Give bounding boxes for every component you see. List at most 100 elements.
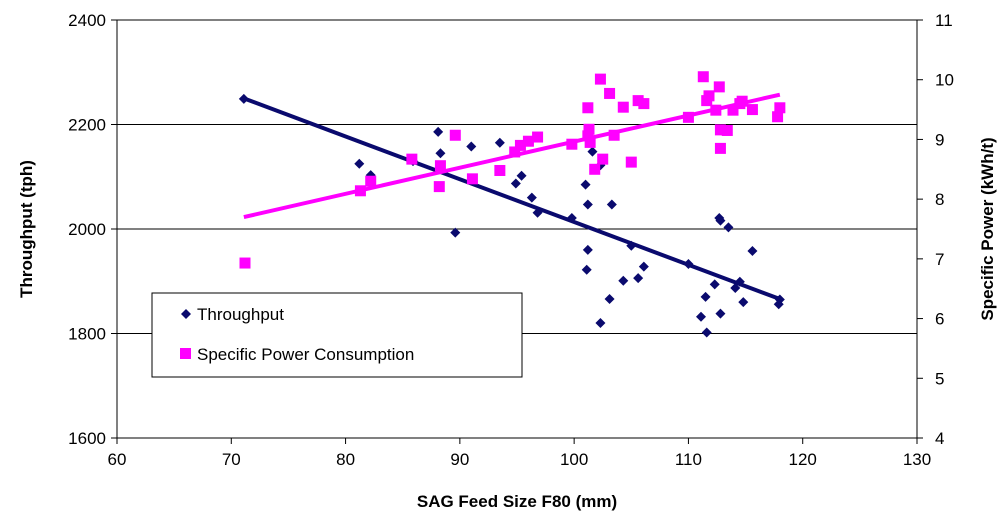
- y2-tick-label-4: 8: [935, 190, 944, 209]
- point-1-6: [449, 129, 461, 141]
- x-axis-title: SAG Feed Size F80 (mm): [417, 492, 617, 511]
- point-1-13: [566, 138, 578, 150]
- point-1-17: [584, 136, 596, 148]
- point-0-23: [618, 275, 629, 286]
- point-0-37: [734, 276, 745, 287]
- point-0-13: [566, 213, 577, 224]
- y2-tick-label-7: 11: [935, 11, 953, 30]
- x-tick-label-4: 100: [560, 450, 588, 469]
- point-0-16: [581, 264, 592, 275]
- point-0-28: [696, 311, 706, 322]
- y-tick-label-1: 1800: [68, 325, 106, 344]
- point-0-31: [709, 279, 720, 290]
- legend-spc-marker: [180, 348, 191, 359]
- point-0-6: [450, 227, 461, 238]
- point-0-27: [683, 259, 694, 270]
- point-0-33: [715, 215, 726, 226]
- x-tick-label-2: 80: [336, 450, 355, 469]
- point-1-24: [625, 156, 637, 168]
- point-0-39: [747, 245, 758, 256]
- y2-tick-label-6: 10: [935, 71, 954, 90]
- point-1-22: [608, 129, 620, 141]
- point-1-38: [736, 95, 748, 107]
- y2-axis-title: Specific Power (kWh/t): [978, 137, 997, 320]
- y2-tick-label-2: 6: [935, 310, 944, 329]
- point-0-10: [516, 170, 527, 181]
- y-axis-title: Throughput (tph): [17, 160, 36, 298]
- point-1-15: [583, 123, 595, 135]
- legend: Throughput Specific Power Consumption: [151, 292, 523, 378]
- point-0-5: [435, 148, 446, 159]
- y-tick-label-4: 2400: [68, 11, 106, 30]
- point-1-36: [727, 104, 739, 116]
- point-0-36: [730, 283, 741, 294]
- y-tick-label-3: 2200: [68, 116, 106, 135]
- point-0-9: [510, 178, 521, 189]
- point-1-26: [638, 98, 650, 110]
- point-1-10: [514, 139, 526, 151]
- point-1-14: [582, 102, 594, 114]
- point-0-12: [532, 207, 543, 218]
- point-0-34: [715, 308, 726, 319]
- point-1-9: [509, 146, 521, 158]
- point-0-35: [723, 222, 734, 233]
- point-0-25: [633, 273, 644, 284]
- point-1-18: [589, 163, 601, 175]
- point-0-38: [738, 297, 749, 308]
- point-0-11: [526, 192, 537, 203]
- point-0-14: [580, 179, 591, 190]
- point-0-20: [595, 318, 606, 329]
- point-1-20: [597, 153, 609, 165]
- point-1-11: [522, 135, 534, 147]
- y2-tick-label-5: 9: [935, 130, 944, 149]
- point-1-34: [714, 124, 726, 136]
- point-1-33: [714, 142, 726, 154]
- point-0-1: [354, 158, 365, 169]
- point-0-17: [582, 244, 593, 255]
- point-0-18: [587, 146, 598, 157]
- x-tick-label-3: 90: [450, 450, 469, 469]
- point-1-19: [594, 73, 606, 85]
- point-0-24: [626, 240, 637, 251]
- point-1-12: [532, 131, 544, 143]
- point-1-23: [617, 101, 629, 113]
- point-1-2: [365, 175, 377, 187]
- point-0-8: [494, 137, 505, 148]
- point-0-30: [701, 327, 712, 338]
- point-1-8: [494, 164, 506, 176]
- point-1-28: [697, 71, 709, 83]
- legend-throughput-label: Throughput: [197, 305, 284, 324]
- point-1-4: [433, 181, 445, 193]
- y-tick-label-2: 2000: [68, 220, 106, 239]
- x-tick-label-0: 60: [108, 450, 127, 469]
- point-1-32: [713, 81, 725, 93]
- legend-throughput-marker: [181, 309, 191, 319]
- point-1-7: [466, 173, 478, 185]
- point-1-35: [721, 124, 733, 136]
- point-1-21: [604, 87, 616, 99]
- series-layer: [238, 71, 786, 338]
- point-0-41: [774, 294, 785, 305]
- point-0-21: [604, 294, 615, 305]
- point-0-26: [638, 261, 649, 272]
- point-0-0: [238, 93, 249, 104]
- point-1-0: [239, 257, 251, 269]
- point-1-30: [703, 90, 715, 102]
- point-0-15: [582, 199, 593, 210]
- point-1-3: [406, 153, 418, 165]
- x-tick-label-1: 70: [222, 450, 241, 469]
- point-1-27: [682, 111, 694, 123]
- point-1-39: [746, 104, 758, 116]
- axes: 60 70 80 90 100 110 120 130 1600 1800 2000 2200 2400…: [68, 11, 954, 469]
- point-0-29: [700, 291, 711, 302]
- point-1-25: [632, 95, 644, 107]
- y2-tick-label-3: 7: [935, 250, 944, 269]
- x-tick-label-6: 120: [789, 450, 817, 469]
- x-tick-label-5: 110: [675, 450, 702, 469]
- point-1-40: [772, 111, 784, 123]
- y2-tick-label-1: 5: [935, 369, 944, 388]
- legend-spc-label: Specific Power Consumption: [197, 345, 414, 364]
- x-tick-label-7: 130: [903, 450, 931, 469]
- point-1-1: [354, 185, 366, 197]
